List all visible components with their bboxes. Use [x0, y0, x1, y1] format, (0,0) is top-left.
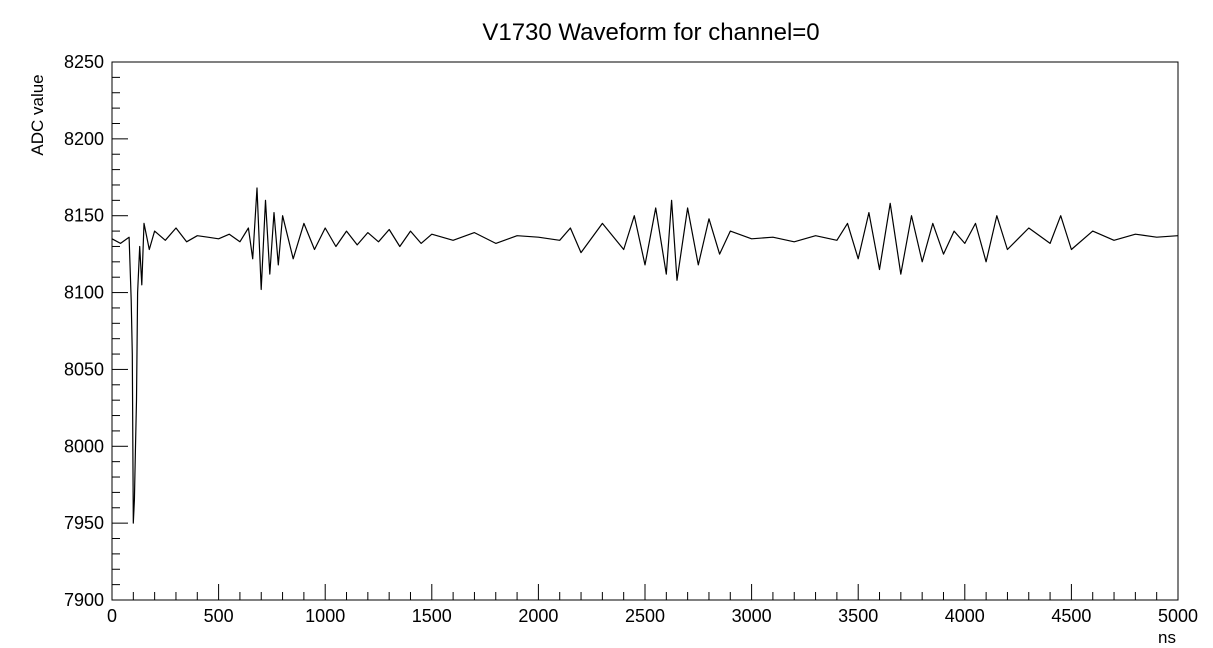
x-axis-ticks: 0 500 1000 1500 2000 2500 3000 3500 4000 4500 5000: [107, 584, 1198, 626]
plot-frame: [111, 61, 1179, 601]
x-tick-label: 1000: [305, 606, 345, 626]
chart-title: V1730 Waveform for channel=0: [482, 19, 819, 46]
x-tick-label: 4500: [1051, 606, 1091, 626]
x-axis-label: ns: [1158, 628, 1176, 647]
x-tick-label: 3000: [732, 606, 772, 626]
x-tick-label: 3500: [838, 606, 878, 626]
x-tick-label: 1500: [412, 606, 452, 626]
y-axis-label: ADC value: [28, 74, 47, 155]
y-tick-label: 8150: [64, 206, 104, 226]
y-tick-label: 8050: [64, 359, 104, 379]
y-tick-label: 8200: [64, 129, 104, 149]
y-tick-label: 8000: [64, 436, 104, 456]
x-tick-label: 500: [204, 606, 234, 626]
y-tick-label: 7950: [64, 513, 104, 533]
x-tick-label: 5000: [1158, 606, 1198, 626]
y-tick-label: 8100: [64, 283, 104, 303]
x-tick-label: 0: [107, 606, 117, 626]
y-axis-ticks: 7900 7950 8000 8050 8100 8150 8200 8250: [64, 52, 128, 610]
y-tick-label: 7900: [64, 590, 104, 610]
waveform-series-line: [111, 187, 1179, 524]
series-layer: [111, 187, 1179, 524]
x-tick-label: 2000: [518, 606, 558, 626]
y-tick-label: 8250: [64, 52, 104, 72]
x-tick-label: 4000: [945, 606, 985, 626]
x-tick-label: 2500: [625, 606, 665, 626]
